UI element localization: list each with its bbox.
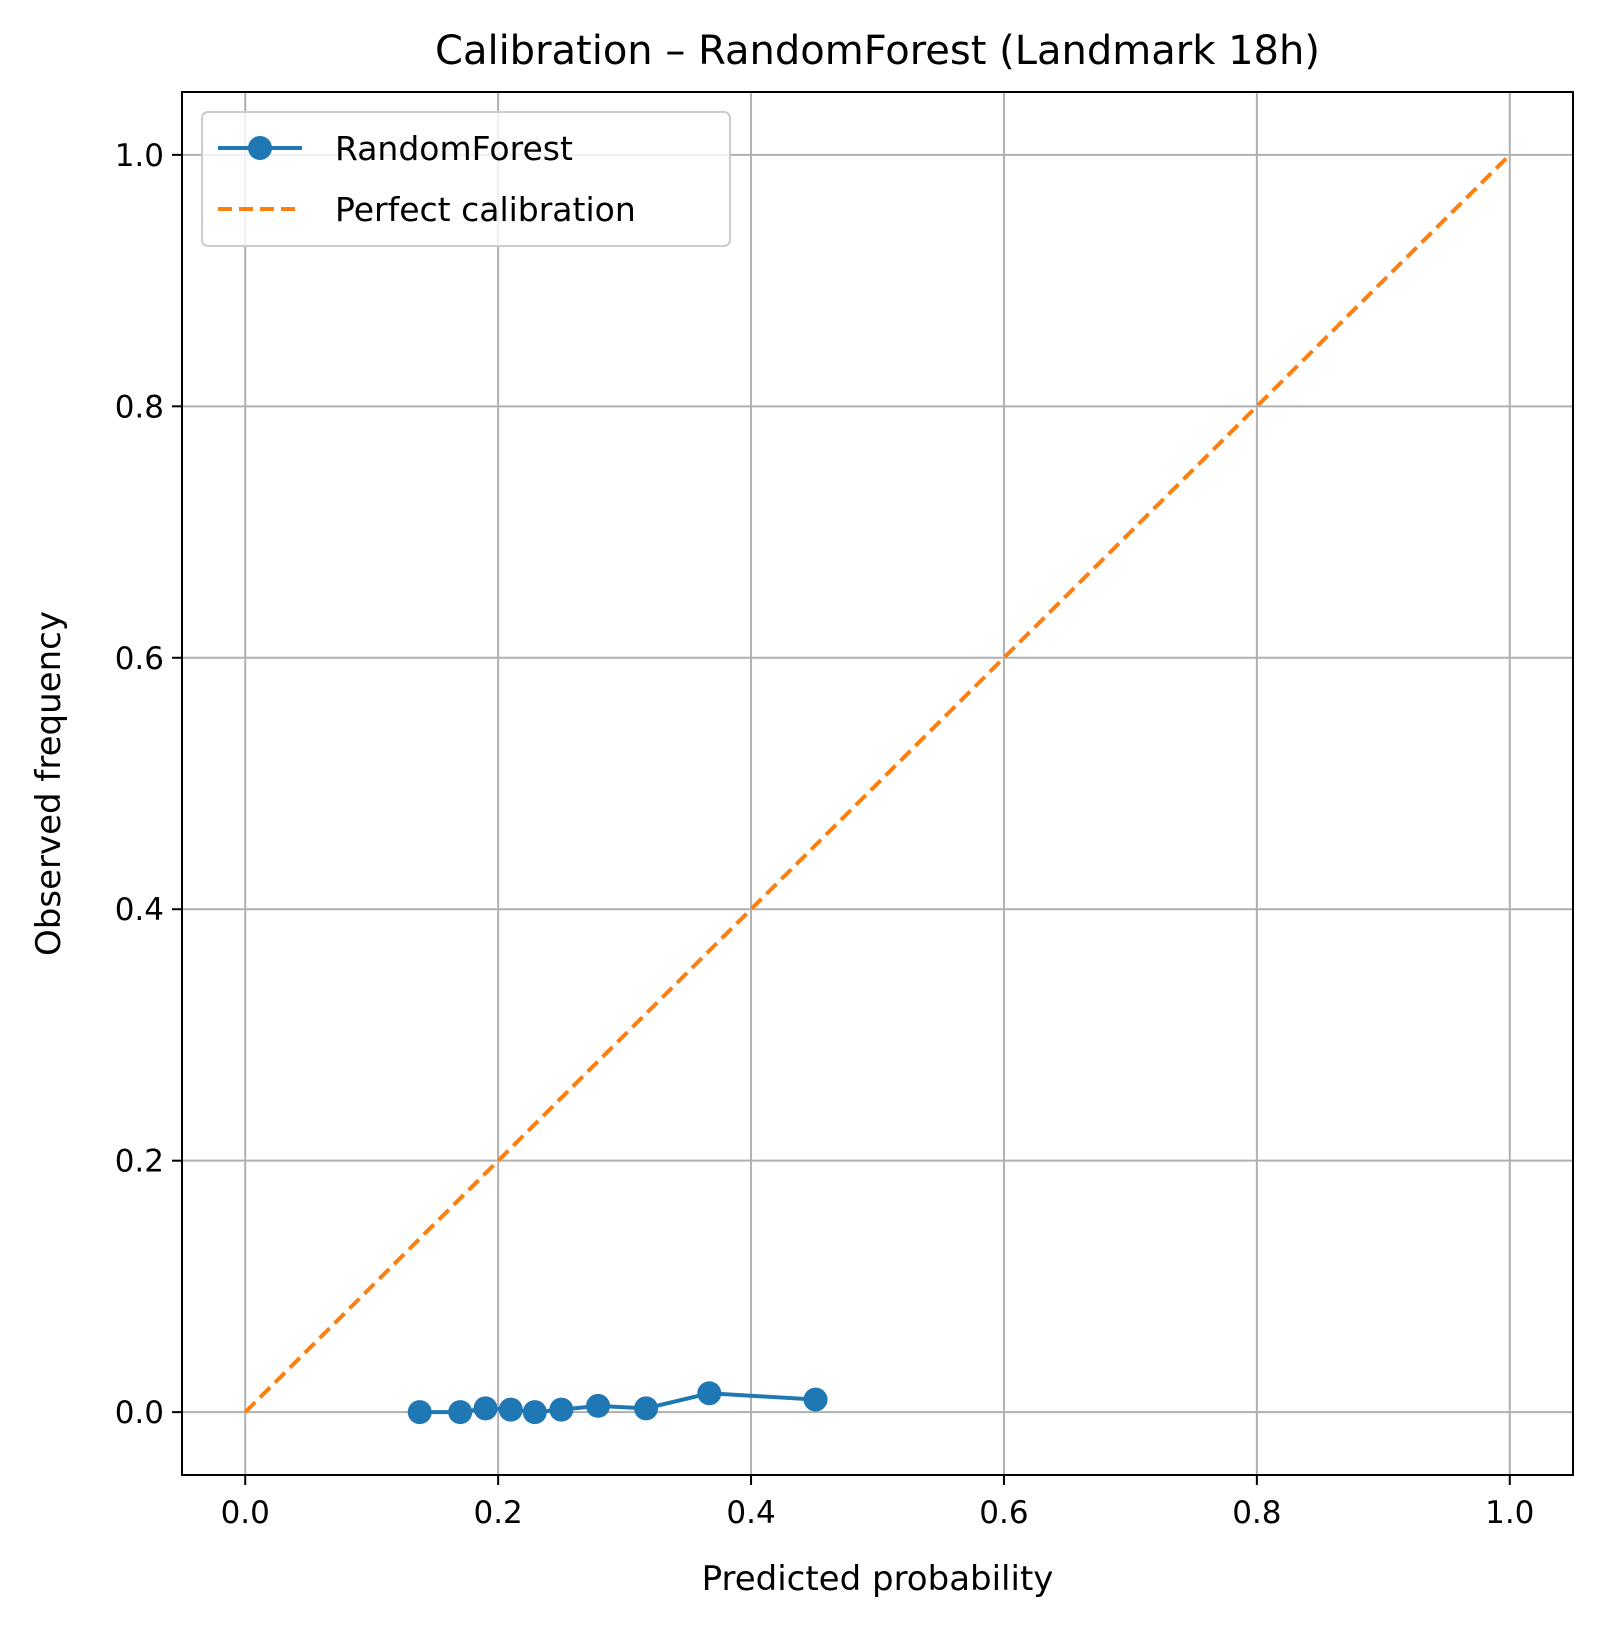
- legend-box: [201, 111, 731, 247]
- randomforest-point: [407, 1400, 432, 1425]
- series-layer: [243, 153, 1512, 1425]
- y-tick-label: 0.6: [115, 641, 164, 677]
- randomforest-point: [586, 1393, 611, 1418]
- x-tick-label: 1.0: [1485, 1495, 1534, 1531]
- randomforest-point: [549, 1397, 574, 1422]
- randomforest-point: [448, 1400, 473, 1425]
- axis-ticks: 0.0 0.2 0.4 0.6 0.8 1.0 0.0 0.2 0.4 0.6 0.8 1.0: [115, 138, 1535, 1531]
- x-tick-label: 0.8: [1232, 1495, 1281, 1531]
- y-tick-label: 0.8: [115, 389, 164, 425]
- y-tick-label: 0.4: [115, 892, 164, 928]
- legend: RandomForest Perfect calibration: [201, 111, 731, 247]
- grid-lines: [182, 92, 1573, 1475]
- x-tick-label: 0.2: [473, 1495, 522, 1531]
- y-tick-label: 1.0: [115, 138, 164, 174]
- chart-title: Calibration – RandomForest (Landmark 18h…: [435, 28, 1320, 74]
- y-tick-label: 0.0: [115, 1395, 164, 1431]
- legend-marker: [248, 136, 272, 160]
- y-tick-label: 0.2: [115, 1144, 164, 1180]
- randomforest-point: [498, 1397, 523, 1422]
- randomforest-line: [419, 1391, 816, 1415]
- x-tick-label: 0.6: [979, 1495, 1028, 1531]
- x-tick-label: 0.4: [726, 1495, 775, 1531]
- randomforest-point: [697, 1381, 722, 1406]
- randomforest-point: [634, 1396, 659, 1421]
- randomforest-point: [522, 1400, 547, 1425]
- legend-label: Perfect calibration: [335, 190, 636, 229]
- randomforest-point: [473, 1396, 498, 1421]
- x-tick-label: 0.0: [221, 1495, 270, 1531]
- randomforest-point: [803, 1387, 828, 1412]
- x-axis-label: Predicted probability: [702, 1559, 1054, 1599]
- legend-label: RandomForest: [335, 129, 573, 168]
- perfect-calibration-line: [243, 153, 1512, 1414]
- plot-frame: [181, 91, 1574, 1476]
- y-axis-label: Observed frequency: [29, 611, 69, 956]
